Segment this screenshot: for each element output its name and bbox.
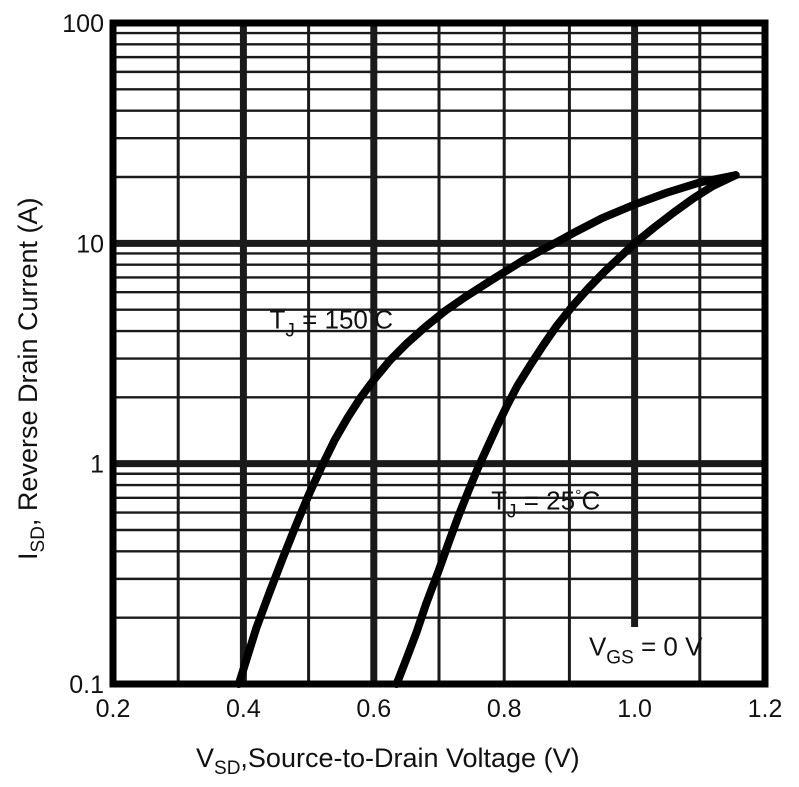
x-tick-label: 1.0 (617, 695, 652, 723)
svg-text:ISD, Reverse Drain Current (A): ISD, Reverse Drain Current (A) (13, 197, 49, 560)
x-axis-tick-labels: 0.2 0.4 0.6 0.8 1.0 1.2 (96, 695, 783, 723)
plot-annotations: TJ = 150°C TJ = 25°C VGS = 0 V (269, 305, 703, 669)
y-axis-title: ISD, Reverse Drain Current (A) (13, 197, 49, 560)
y-axis-tick-labels: 100 10 1 0.1 (62, 10, 104, 699)
data-curve-1 (234, 171, 740, 688)
x-tick-label: 0.6 (356, 695, 391, 723)
x-tick-label: 0.8 (487, 695, 522, 723)
major-vertical-gridlines (239, 23, 639, 684)
major-horizontal-gridlines (113, 239, 765, 468)
tj-25-label: TJ = 25°C (491, 485, 600, 522)
vgs-label: VGS = 0 V (589, 631, 703, 668)
y-tick-label: 0.1 (69, 671, 104, 699)
x-tick-label: 1.2 (748, 695, 783, 723)
data-curve-2 (392, 171, 740, 688)
plot-frame (109, 19, 769, 688)
minor-vertical-gridlines (176, 23, 702, 684)
data-series-group (234, 171, 740, 688)
svg-text:VSD,Source-to-Drain Voltage (V: VSD,Source-to-Drain Voltage (V) (196, 743, 580, 779)
y-tick-label: 100 (62, 10, 104, 38)
x-tick-label: 0.4 (226, 695, 261, 723)
tj-150-label: TJ = 150°C (269, 305, 393, 342)
x-axis-title: VSD,Source-to-Drain Voltage (V) (196, 743, 580, 779)
y-tick-label: 1 (90, 451, 104, 479)
x-tick-label: 0.2 (96, 695, 131, 723)
y-tick-label: 10 (76, 230, 104, 258)
